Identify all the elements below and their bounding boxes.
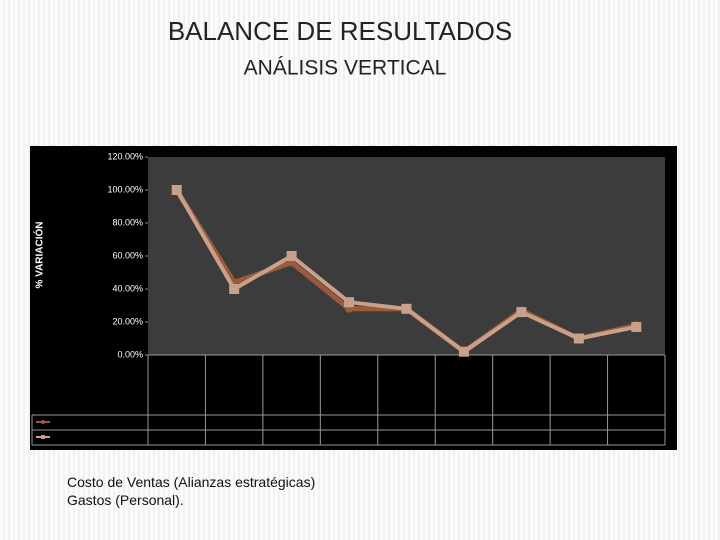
data-point bbox=[458, 346, 469, 357]
data-point bbox=[631, 321, 642, 332]
data-point bbox=[401, 303, 412, 314]
y-tick-label: 80.00% bbox=[112, 217, 143, 227]
y-tick-label: 20.00% bbox=[112, 316, 143, 326]
data-point bbox=[286, 251, 297, 261]
data-point bbox=[516, 307, 527, 318]
legend-entry: Gastos (Personal). bbox=[67, 492, 184, 508]
plot-area bbox=[148, 157, 665, 355]
y-tick-label: 60.00% bbox=[112, 250, 143, 260]
y-tick-label: 0.00% bbox=[117, 349, 143, 359]
y-tick-label: 100.00% bbox=[107, 184, 143, 194]
y-tick-label: 120.00% bbox=[107, 151, 143, 161]
data-point bbox=[229, 284, 240, 294]
slide-title: BALANCE DE RESULTADOS bbox=[168, 16, 512, 46]
slide-subtitle: ANÁLISIS VERTICAL bbox=[244, 57, 447, 80]
legend-key-marker bbox=[41, 435, 45, 439]
data-point bbox=[171, 185, 182, 195]
legend-key-marker bbox=[41, 420, 45, 424]
y-axis-title: % VARIACIÓN bbox=[33, 221, 46, 288]
y-tick-label: 40.00% bbox=[112, 283, 143, 293]
legend-entry: Costo de Ventas (Alianzas estratégicas) bbox=[67, 474, 316, 490]
data-point bbox=[573, 333, 584, 344]
data-point bbox=[344, 297, 355, 308]
